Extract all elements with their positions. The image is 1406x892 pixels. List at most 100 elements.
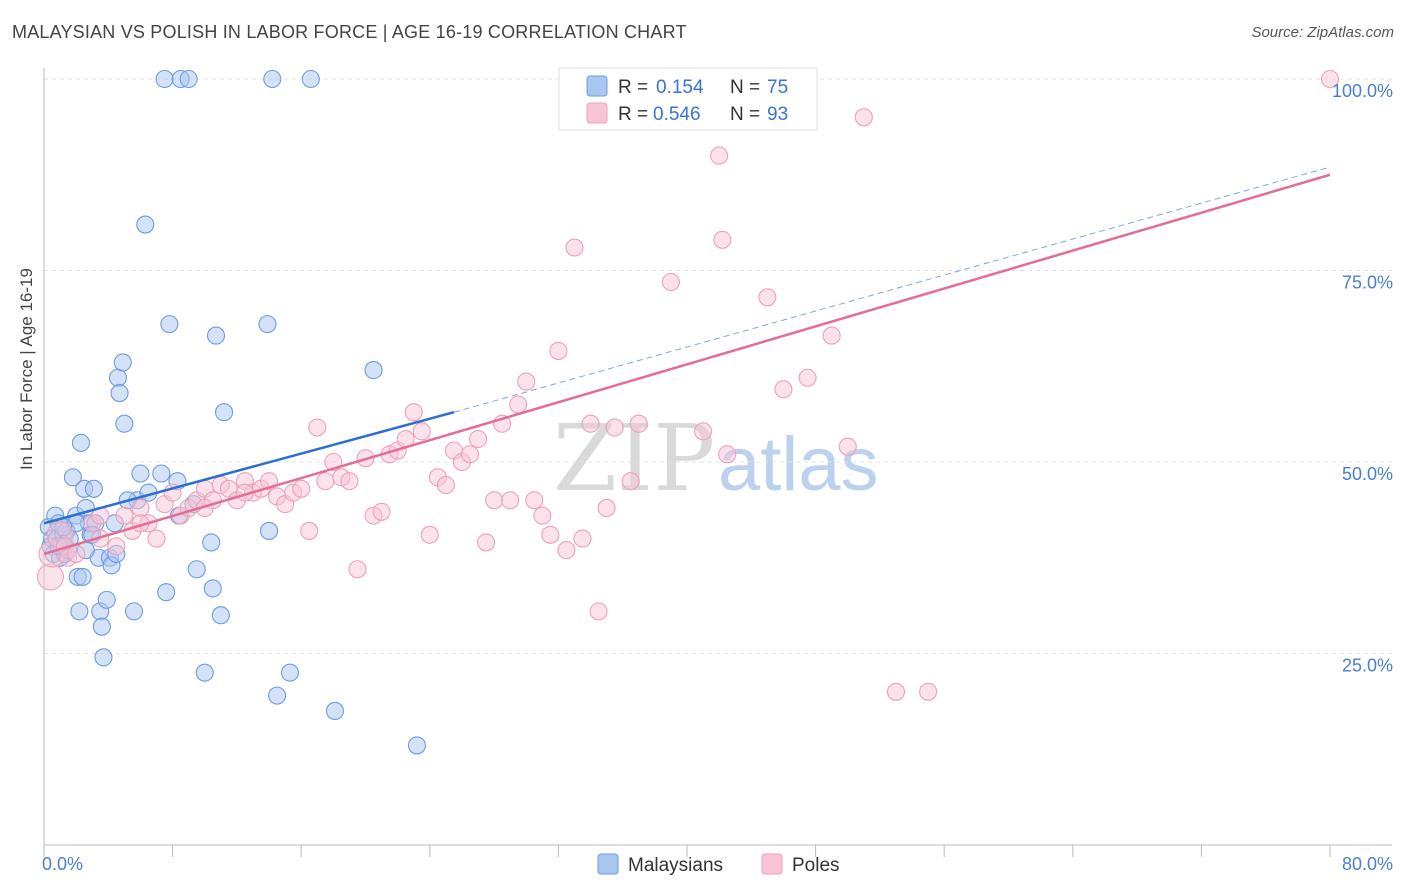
malaysian-point [71,433,91,452]
malaysians-points [39,69,426,755]
malaysian-point [97,590,116,609]
malaysian-point [124,602,144,621]
polish-point [316,472,335,491]
legend-r-label-0: R = [618,77,648,98]
polish-point [147,529,166,548]
polish-point [919,682,938,701]
malaysian-point [259,521,279,540]
bottom-legend-malaysians: Malaysians [628,855,723,876]
polish-point [115,506,134,525]
polish-point [854,108,873,127]
axes [43,68,1392,857]
polish-point [348,560,367,579]
x-tick-label-max: 80.0% [1342,854,1393,874]
polish-point [798,368,817,387]
polish-point [420,525,439,544]
legend-n-label-0: N = [730,77,760,98]
source-label: Source: ZipAtlas.com [1251,24,1394,41]
polish-point [308,418,327,437]
polish-point [107,537,126,556]
polish-point [694,422,713,441]
polish-point [629,414,648,433]
malaysian-point [364,361,383,380]
polish-point [501,491,520,510]
malaysian-point [70,602,89,621]
malaysian-point [280,663,299,682]
polish-point [1320,69,1340,89]
polish-point [131,498,150,518]
malaysian-point [263,69,282,89]
malaysian-point [113,353,132,372]
polish-point [713,230,732,249]
polish-point [774,380,793,399]
polish-point [517,372,536,391]
polish-point [621,472,640,491]
polish-point [557,541,576,560]
polish-point [589,602,608,621]
legend-n-label-1: N = [730,104,760,125]
polish-point [485,491,504,510]
malaysian-point [206,326,226,345]
polish-point [822,326,841,345]
malaysian-point [108,368,127,387]
polish-point [661,272,680,292]
legend-swatch-malaysians [586,75,608,97]
polish-point [573,529,592,548]
malaysian-point [110,384,129,403]
y-tick-label-50: 50.0% [1342,464,1393,484]
malaysian-point [407,736,426,755]
polish-point [838,437,857,456]
legend-r-value-0: 0.154 [656,77,704,98]
polish-point [292,479,311,498]
legend-swatch-poles [586,102,608,124]
polish-point [300,521,319,540]
poles-points [36,69,1340,701]
malaysian-point [63,468,82,487]
polish-point [541,525,560,544]
legend-r-value-1: 0.546 [653,104,701,125]
y-tick-label-25: 25.0% [1342,656,1393,676]
malaysian-point [202,533,221,552]
malaysian-point [211,606,230,625]
malaysians-trend-extension [453,166,1331,413]
polish-point [581,414,600,433]
legend-n-value-1: 93 [767,104,788,125]
polish-point [436,475,455,495]
malaysian-point [214,403,234,422]
polish-point [468,429,488,449]
malaysian-point [152,464,171,483]
malaysian-point [131,464,150,483]
polish-point [565,238,584,257]
polish-point [477,533,496,552]
legend-r-label-1: R = [618,104,648,125]
malaysian-point [92,617,111,636]
malaysian-point [157,583,176,602]
polish-point [372,502,391,521]
malaysian-point [115,414,134,433]
malaysian-point [187,560,206,579]
watermark-atlas: atlas [718,422,879,507]
polish-point [509,395,528,414]
bottom-legend-poles: Poles [792,855,840,876]
chart-title: MALAYSIAN VS POLISH IN LABOR FORCE | AGE… [12,22,687,42]
series-legend: Malaysians Poles [597,853,840,876]
polish-point [460,445,480,464]
grid-lines [44,78,1392,654]
malaysian-point [136,215,155,234]
malaysian-point [160,315,179,334]
malaysian-point [84,479,103,498]
polish-point [525,491,544,510]
y-tick-label-100: 100.0% [1332,81,1393,101]
polish-point [412,422,431,441]
malaysian-point [203,579,222,598]
y-tick-label-75: 75.0% [1342,273,1393,293]
malaysian-point [301,69,320,89]
polish-point [605,418,624,437]
polish-point [758,288,777,307]
trend-lines [43,166,1331,556]
polish-point [340,472,359,491]
polish-point [718,445,737,464]
polish-point [404,403,423,422]
y-tick-labels: 25.0% 50.0% 75.0% 100.0% [1332,81,1393,676]
polish-point [67,544,86,563]
